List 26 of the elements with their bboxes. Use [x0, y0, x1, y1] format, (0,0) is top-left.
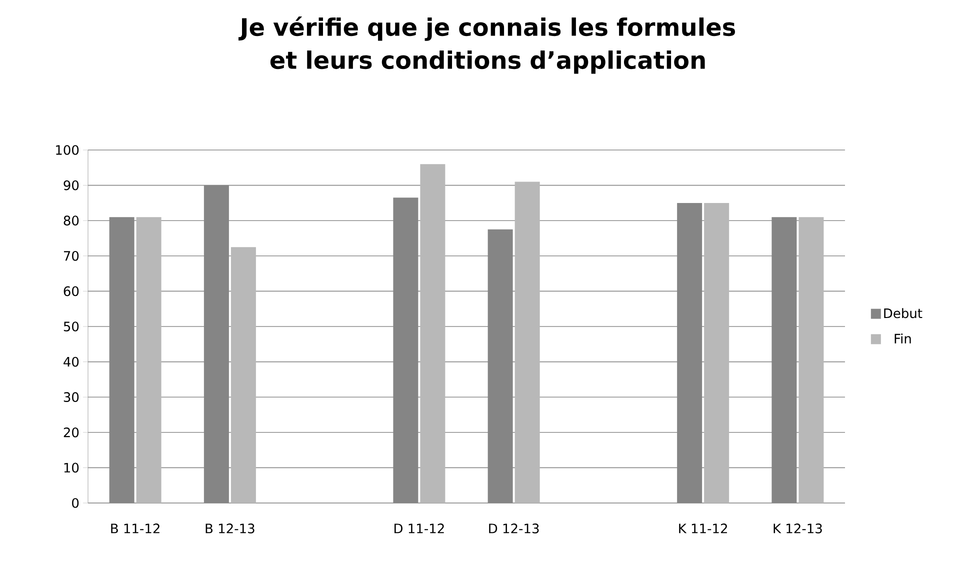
x-tick-label: B 11-12: [111, 524, 160, 534]
y-tick-label: 80: [64, 216, 79, 226]
y-tick-label: 90: [64, 180, 79, 190]
bar: [798, 217, 824, 503]
x-tick-label: K 12-13: [774, 524, 822, 534]
bar: [136, 217, 162, 503]
x-tick-label: K 11-12: [679, 524, 727, 534]
bar: [420, 164, 446, 503]
x-tick-label: D 11-12: [394, 524, 444, 534]
y-tick-label: 30: [64, 392, 79, 402]
bar: [230, 247, 256, 503]
y-tick-label: 60: [64, 286, 79, 296]
y-tick-label: 70: [64, 250, 79, 261]
y-tick-label: 50: [64, 322, 79, 332]
chart-title: Je vérifie que je connais les formules et leurs conditions d’application: [238, 16, 735, 74]
legend-label: Fin: [894, 333, 911, 344]
y-tick-label: 100: [56, 145, 79, 155]
legend-label: Debut: [884, 308, 922, 318]
y-tick-label: 10: [64, 462, 79, 473]
x-tick-label: D 12-13: [489, 524, 539, 534]
y-tick-label: 40: [64, 356, 79, 367]
x-tick-label: B 12-13: [206, 524, 254, 534]
bar: [514, 182, 540, 503]
y-tick-label: 20: [64, 427, 79, 438]
bar: [704, 202, 730, 503]
y-tick-label: 0: [72, 498, 79, 508]
